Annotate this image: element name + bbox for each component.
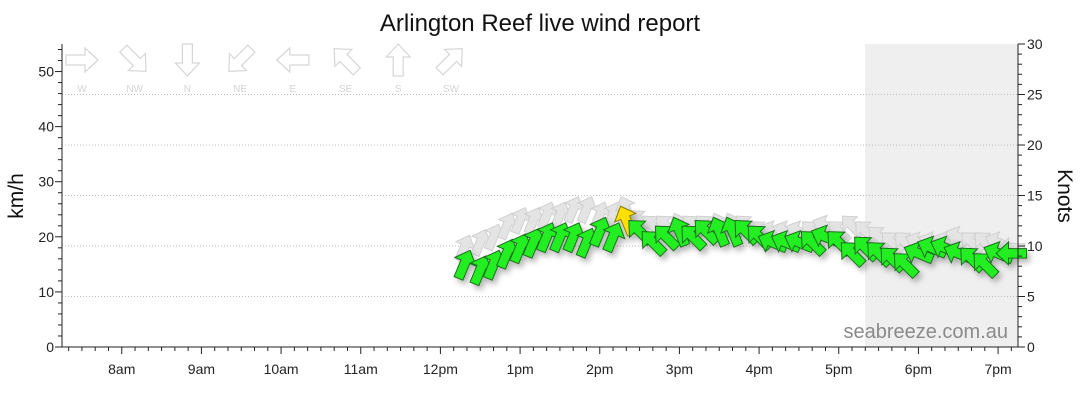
left-tick-label: 0 [46, 339, 54, 355]
right-tick-label: 5 [1027, 289, 1035, 305]
left-tick-label: 30 [38, 174, 54, 190]
legend-label-s: S [395, 84, 402, 95]
wind-arrow [453, 249, 477, 281]
left-tick-label: 40 [38, 119, 54, 135]
left-axis-title: km/h [5, 173, 28, 219]
wind-arrow [995, 240, 1028, 266]
legend-arrow-nw [119, 44, 147, 72]
x-tick-label: 10am [264, 361, 299, 377]
legend-arrow-se [333, 48, 362, 76]
x-tick-label: 4pm [745, 361, 772, 377]
legend-arrow-n [174, 43, 201, 77]
chart-title: Arlington Reef live wind report [380, 10, 700, 37]
right-tick-label: 20 [1027, 137, 1043, 153]
legend-label-n: N [184, 84, 191, 95]
x-tick-label: 2pm [586, 361, 613, 377]
legend-label-nw: NW [126, 84, 143, 95]
x-axis-labels: 8am 9am 10am 11am 12pm 1pm 2pm 3pm 4pm 5pm 6pm 7pm [108, 361, 1012, 377]
x-tick-label: 7pm [984, 361, 1011, 377]
right-tick-label: 0 [1027, 339, 1035, 355]
left-axis-labels: 0 10 20 30 40 50 [38, 64, 54, 355]
right-tick-label: 25 [1027, 87, 1043, 103]
x-tick-label: 3pm [666, 361, 693, 377]
wind-arrow [734, 220, 761, 247]
left-tick-label: 10 [38, 284, 54, 300]
legend-arrow-w [65, 46, 99, 74]
x-tick-label: 5pm [825, 361, 852, 377]
wind-arrow [854, 236, 881, 263]
x-tick-label: 9am [188, 361, 215, 377]
legend-arrow-ne [228, 44, 256, 72]
left-tick-label: 50 [38, 64, 54, 80]
legend-label-se: SE [339, 84, 353, 95]
legend-label-ne: NE [233, 84, 247, 95]
right-tick-label: 10 [1027, 238, 1043, 254]
wind-arrows [453, 205, 1028, 287]
legend-label-sw: SW [443, 84, 460, 95]
x-tick-label: 8am [108, 361, 135, 377]
right-tick-label: 30 [1027, 36, 1043, 52]
wind-arrow [960, 247, 987, 274]
right-tick-label: 15 [1027, 188, 1043, 204]
legend-arrow-e [275, 46, 310, 74]
legend-arrow-sw [435, 48, 463, 76]
wind-arrow [880, 247, 907, 274]
legend-label-e: E [289, 84, 296, 95]
x-tick-label: 11am [344, 361, 378, 377]
left-tick-label: 20 [38, 229, 54, 245]
x-tick-label: 1pm [506, 361, 533, 377]
wind-arrow [867, 242, 894, 269]
wind-arrow [602, 222, 626, 254]
direction-legend: W NW N NE E SE S SW [65, 43, 463, 95]
x-tick-label: 12pm [423, 361, 458, 377]
x-tick-label: 6pm [905, 361, 932, 377]
right-axis-labels: 0 5 10 15 20 25 30 [1027, 36, 1043, 355]
right-axis-title: Knots [1053, 169, 1076, 223]
watermark: seabreeze.com.au [843, 321, 1008, 343]
legend-label-w: W [77, 84, 87, 95]
tick-marks [55, 43, 1025, 354]
legend-arrow-s [384, 43, 412, 77]
